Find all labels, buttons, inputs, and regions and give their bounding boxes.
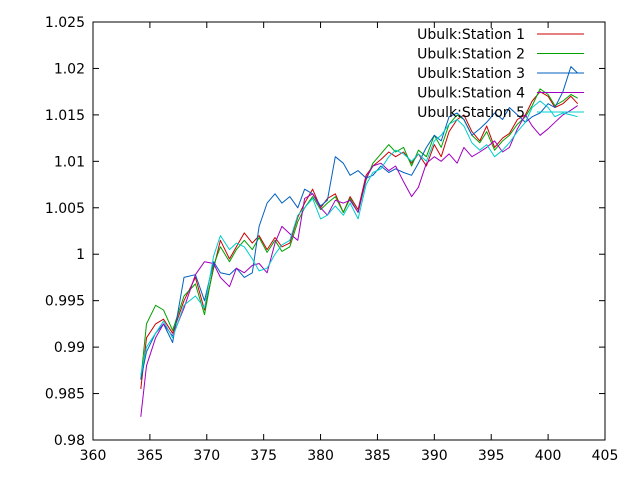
series-line-station-2 xyxy=(140,88,578,380)
legend-label-station-2: Ubulk:Station 2 xyxy=(417,47,525,63)
series-line-station-5 xyxy=(140,100,578,376)
y-tick-label: 0.985 xyxy=(45,387,85,403)
x-tick-label: 395 xyxy=(478,448,505,464)
y-tick-label: 1 xyxy=(76,247,85,263)
legend-label-station-3: Ubulk:Station 3 xyxy=(417,66,525,82)
y-tick-label: 1.005 xyxy=(45,201,85,217)
x-tick-label: 365 xyxy=(137,448,164,464)
y-tick-label: 0.98 xyxy=(54,433,85,449)
x-tick-label: 400 xyxy=(535,448,562,464)
x-tick-label: 375 xyxy=(250,448,277,464)
x-tick-label: 390 xyxy=(421,448,448,464)
y-tick-label: 1.01 xyxy=(54,154,85,170)
legend-label-station-4: Ubulk:Station 4 xyxy=(417,86,525,102)
x-tick-label: 405 xyxy=(592,448,619,464)
y-axis: 0.98 0.985 0.99 0.995 1 1.005 1.01 1.015 1.02 1.0… xyxy=(45,15,605,449)
legend-label-station-1: Ubulk:Station 1 xyxy=(417,27,525,43)
y-tick-label: 1.02 xyxy=(54,61,85,77)
y-tick-label: 1.015 xyxy=(45,108,85,124)
y-tick-label: 0.99 xyxy=(54,340,85,356)
y-tick-label: 0.995 xyxy=(45,294,85,310)
series-lines xyxy=(140,66,579,417)
x-tick-label: 370 xyxy=(193,448,220,464)
series-line-station-4 xyxy=(140,105,578,417)
x-tick-label: 385 xyxy=(364,448,391,464)
x-tick-label: 380 xyxy=(307,448,334,464)
x-tick-label: 360 xyxy=(80,448,107,464)
plot-frame xyxy=(92,21,606,441)
y-tick-label: 1.025 xyxy=(45,15,85,31)
series-line-station-1 xyxy=(140,91,579,389)
x-axis: 360 365 370 375 380 385 390 395 400 405 xyxy=(80,22,619,464)
legend-label-station-5: Ubulk:Station 5 xyxy=(417,105,525,121)
legend: Ubulk:Station 1 Ubulk:Station 2 Ubulk:Stat… xyxy=(417,27,584,121)
